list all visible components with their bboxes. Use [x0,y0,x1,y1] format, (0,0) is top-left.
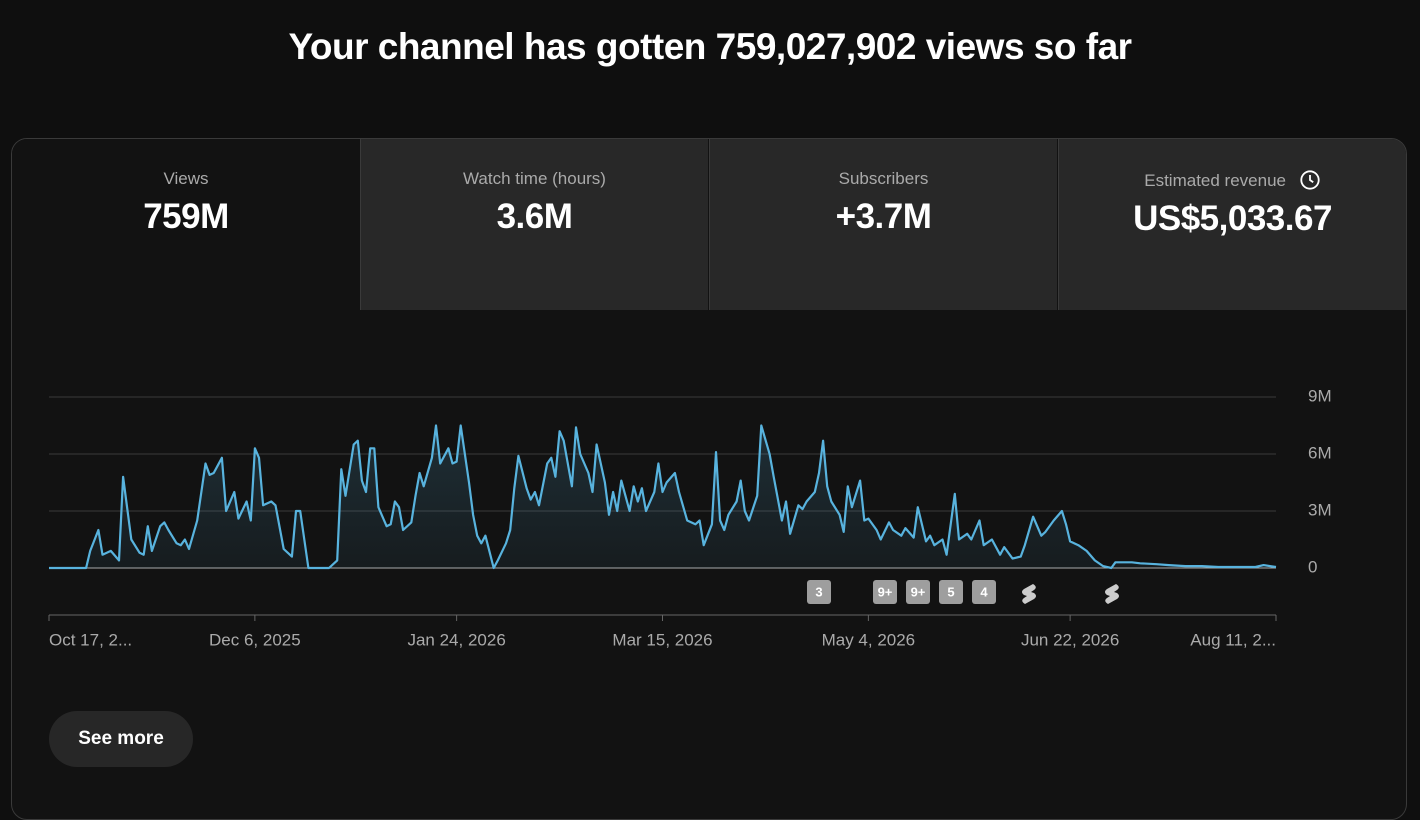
x-tick-label: Mar 15, 2026 [612,630,712,649]
video-marker-label: 4 [980,584,988,599]
tab-label: Views [163,169,209,188]
tab-value: 759M [143,197,229,236]
x-tick-label: Dec 6, 2025 [209,630,301,649]
video-marker: 5 [939,580,963,604]
video-marker: 9+ [873,580,897,604]
y-tick-label: 3M [1308,500,1332,519]
shorts-icon [1022,584,1036,604]
chart: 0 3M 6M 9M Oct 17, 2... Dec 6, 2025 Jan 24, 20… [48,386,1332,649]
video-marker-label: 9+ [878,584,893,599]
area-fill [49,425,1276,568]
y-tick-label: 9M [1308,386,1332,405]
analytics-card: Views 759M Watch time (hours) 3.6M Subscri… [11,138,1407,820]
y-tick-label: 0 [1308,557,1317,576]
tab-value: 3.6M [496,197,573,236]
video-marker-box [807,580,831,604]
page: Your channel has gotten 759,027,902 view… [11,26,1407,820]
video-marker: 9+ [906,580,930,604]
video-marker-box [906,580,930,604]
page-title: Your channel has gotten 759,027,902 view… [288,26,1132,67]
video-marker: 4 [972,580,996,604]
x-tick-label: Aug 11, 2... [1190,630,1276,649]
y-tick-label: 6M [1308,443,1332,462]
video-marker-box [873,580,897,604]
video-marker-label: 9+ [911,584,926,599]
x-tick-label: May 4, 2026 [822,630,916,649]
x-tick-label: Oct 17, 2... [49,630,132,649]
tab-label: Estimated revenue [1059,169,1406,191]
line [49,424,1277,570]
clock-icon [1300,170,1320,190]
x-tick-label: Jan 24, 2026 [407,630,505,649]
tab[interactable]: Estimated revenue US$5,033.67 [1058,139,1406,310]
video-marker-box [939,580,963,604]
see-more-button[interactable]: See more [49,711,193,767]
tab-label: Watch time (hours) [463,169,606,188]
tab-label: Subscribers [838,169,929,188]
tab[interactable]: Watch time (hours) 3.6M [360,139,708,310]
shorts-icon [1105,584,1119,604]
tab-value: +3.7M [835,197,932,236]
video-marker-label: 3 [815,584,822,599]
video-marker-box [972,580,996,604]
video-marker: 3 [807,580,831,604]
tab-value: US$5,033.67 [1133,199,1332,238]
tab-label-text: Estimated revenue [1144,171,1286,190]
tab[interactable]: Views 759M [12,139,360,310]
x-tick-label: Jun 22, 2026 [1021,630,1119,649]
tab[interactable]: Subscribers +3.7M [709,139,1057,310]
video-marker-label: 5 [947,584,954,599]
